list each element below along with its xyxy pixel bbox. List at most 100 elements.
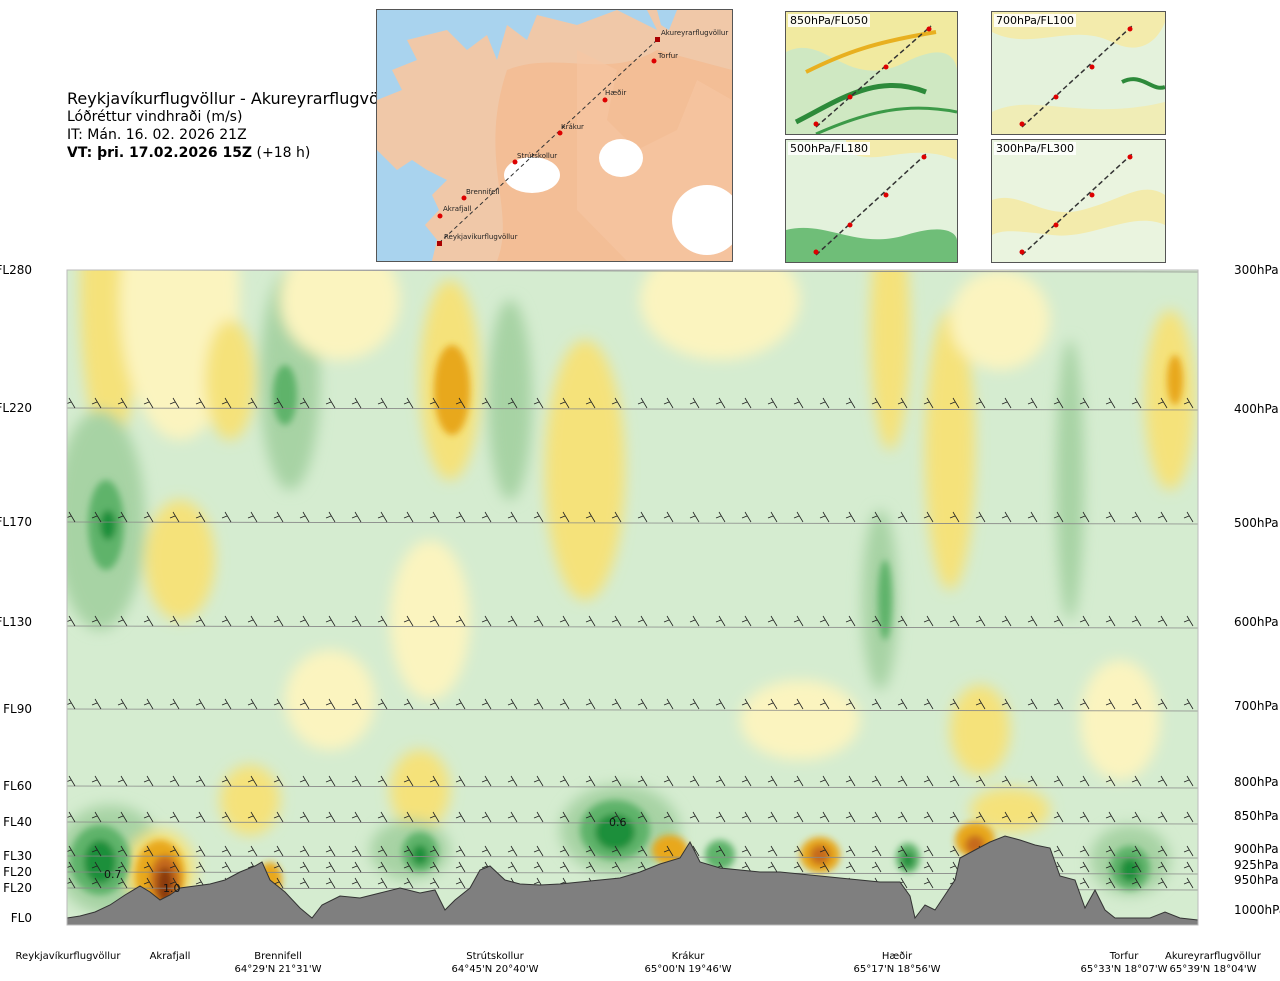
inset-850-svg: [786, 12, 957, 134]
fl-tick-6: FL40: [3, 815, 32, 829]
inset-300-svg: [992, 140, 1165, 262]
wind-barb: [1183, 845, 1194, 857]
wind-barb: [819, 845, 830, 857]
wind-barb: [507, 698, 518, 710]
wind-barb: [67, 877, 76, 889]
wind-barb: [429, 615, 440, 627]
inset-850: 850hPa/FL050: [785, 11, 958, 135]
map-markers: [437, 37, 660, 246]
wind-barb: [923, 615, 934, 627]
wind-barb: [299, 861, 310, 873]
hpa-tick-10: 1000hPa: [1234, 903, 1280, 917]
wind-barb: [819, 698, 830, 710]
wind-barb: [1183, 811, 1194, 823]
wind-barb: [793, 511, 804, 523]
wind-barb: [819, 775, 830, 787]
wind-barb: [1105, 511, 1116, 523]
wind-barb: [1131, 615, 1142, 627]
wind-barb: [247, 845, 258, 857]
wind-barb: [984, 270, 985, 271]
wind-barb: [360, 270, 361, 271]
wind-barb: [1131, 877, 1142, 889]
wind-barb: [325, 861, 336, 873]
wind-barb: [247, 811, 258, 823]
wind-barb: [455, 861, 466, 873]
wind-barb: [516, 270, 517, 271]
wind-barb: [689, 397, 700, 409]
station-coord-2: 64°29'N 21°31'W: [234, 964, 322, 975]
wind-barb: [143, 397, 154, 409]
field-soft-9: [280, 270, 400, 360]
wind-barb: [481, 845, 492, 857]
wind-barb: [949, 615, 960, 627]
wind-barb: [871, 811, 882, 823]
wind-barb: [455, 698, 466, 710]
hpa-tick-6: 850hPa: [1234, 809, 1279, 823]
wind-barb: [1027, 397, 1038, 409]
wind-barb: [221, 615, 232, 627]
wind-barb: [1105, 775, 1116, 787]
wind-barb: [767, 511, 778, 523]
wind-barb: [1079, 775, 1090, 787]
wind-barb: [611, 845, 622, 857]
wind-barb: [663, 845, 674, 857]
wind-barb: [819, 615, 830, 627]
wind-barb: [351, 511, 362, 523]
level-line-1: [67, 407, 1198, 411]
wind-barb: [464, 270, 465, 271]
fl-tick-3: FL130: [0, 615, 32, 629]
wind-barb: [117, 775, 128, 787]
wind-barb: [975, 397, 986, 409]
hpa-tick-7: 900hPa: [1234, 842, 1279, 856]
wind-barb: [1157, 877, 1168, 889]
wind-barb: [1079, 698, 1090, 710]
wind-barb: [559, 397, 570, 409]
inset-500: 500hPa/FL180: [785, 139, 958, 263]
wind-barb: [1088, 270, 1089, 271]
wind-barb: [273, 397, 284, 409]
wind-barb: [143, 845, 154, 857]
station-name-5: Hæðir: [881, 951, 913, 962]
wind-barb: [74, 270, 75, 271]
wind-barb: [715, 811, 726, 823]
field-core-20: [902, 852, 914, 868]
wind-barb: [143, 811, 154, 823]
wind-barb: [646, 270, 647, 271]
wind-barb: [1183, 698, 1194, 710]
wind-barb: [949, 511, 960, 523]
wind-barb: [1157, 698, 1168, 710]
wind-barb: [256, 270, 257, 271]
station-coord-5: 65°17'N 18°56'W: [853, 964, 941, 975]
wind-barb: [663, 811, 674, 823]
wind-barb: [663, 698, 674, 710]
map-label-haedir: Hæðir: [605, 89, 626, 97]
wind-barb: [637, 698, 648, 710]
map-label-akureyri: Akureyrarflugvöllur: [661, 29, 728, 37]
wind-barb: [750, 270, 751, 271]
station-name-0: Reykjavíkurflugvöllur: [15, 951, 121, 962]
wind-barb: [611, 511, 622, 523]
hpa-tick-9: 950hPa: [1234, 873, 1279, 887]
field-soft-20: [950, 685, 1010, 775]
field-core-12: [412, 845, 428, 865]
wind-barb: [429, 811, 440, 823]
wind-barb: [854, 270, 855, 271]
wind-barb: [1105, 811, 1116, 823]
wind-barb: [403, 861, 414, 873]
wind-barb: [897, 861, 908, 873]
wind-barb: [871, 775, 882, 787]
wind-barb: [611, 698, 622, 710]
wind-barb: [91, 698, 102, 710]
station-name-2: Brennifell: [254, 951, 302, 962]
wind-barb: [897, 511, 908, 523]
wind-barb: [308, 270, 309, 271]
wind-barb: [897, 811, 908, 823]
fl-tick-9: FL20: [3, 881, 32, 895]
wind-barb: [273, 811, 284, 823]
wind-barb: [1010, 270, 1011, 271]
wind-barb: [975, 615, 986, 627]
wind-barb: [542, 270, 543, 271]
wind-barb: [611, 861, 622, 873]
wind-barb: [429, 845, 440, 857]
